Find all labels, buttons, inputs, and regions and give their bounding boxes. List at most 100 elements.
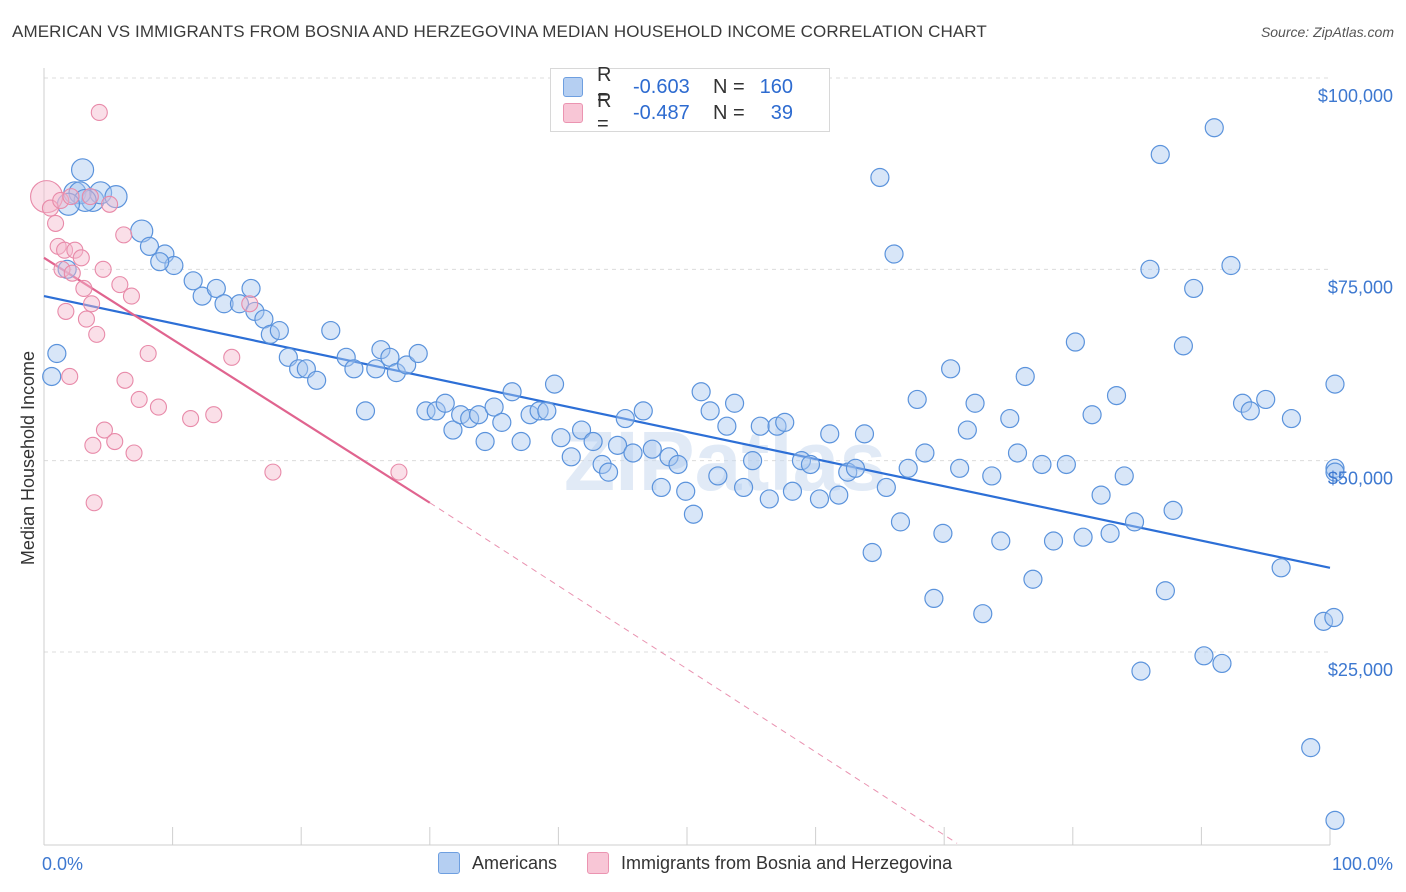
point-americans <box>724 393 745 413</box>
point-americans <box>469 405 489 425</box>
point-bosnia <box>116 371 134 389</box>
point-americans <box>890 512 911 532</box>
point-americans <box>676 481 696 501</box>
point-bosnia <box>106 432 124 451</box>
point-bosnia <box>53 260 71 278</box>
point-americans <box>607 435 628 455</box>
point-americans <box>1124 512 1145 532</box>
point-americans <box>366 359 386 379</box>
y-tick-label: $75,000 <box>1328 277 1393 297</box>
point-americans <box>229 294 250 314</box>
point-americans <box>104 185 128 209</box>
point-bosnia <box>122 287 140 305</box>
point-bosnia <box>81 188 99 206</box>
point-americans <box>1000 408 1020 429</box>
point-bosnia <box>72 249 90 267</box>
point-americans <box>941 359 961 379</box>
point-americans <box>435 393 455 413</box>
point-americans <box>307 370 327 390</box>
point-americans <box>957 420 977 440</box>
point-americans <box>829 485 849 505</box>
point-bosnia <box>62 188 80 206</box>
legend-item-americans: Americans <box>438 852 557 874</box>
legend-n-value: 39 <box>770 101 793 124</box>
point-americans <box>1163 500 1183 520</box>
point-bosnia <box>56 241 74 259</box>
point-americans <box>683 504 704 524</box>
point-bosnia <box>47 214 65 232</box>
point-americans <box>1204 118 1224 138</box>
legend-swatch-blue <box>438 852 460 874</box>
point-americans <box>898 458 918 478</box>
point-americans <box>241 278 261 299</box>
y-tick-label: $25,000 <box>1328 660 1393 680</box>
point-americans <box>862 542 882 563</box>
point-americans <box>183 271 203 291</box>
point-americans <box>782 481 803 501</box>
point-bosnia <box>84 436 102 454</box>
point-americans <box>1150 144 1170 165</box>
point-americans <box>1073 527 1093 547</box>
point-americans <box>598 462 619 482</box>
point-americans <box>820 424 840 444</box>
point-americans <box>691 382 711 402</box>
point-bosnia <box>115 226 133 244</box>
axes <box>43 68 1331 846</box>
point-americans <box>1032 454 1052 475</box>
point-americans <box>615 408 635 429</box>
point-bosnia <box>125 444 143 462</box>
point-americans <box>1256 389 1276 410</box>
point-americans <box>344 359 364 379</box>
point-americans <box>592 454 612 475</box>
legend-r-value: -0.487 <box>633 101 690 124</box>
point-americans <box>397 355 417 375</box>
point-bosnia <box>390 463 408 481</box>
tick-labels: $25,000 $50,000 $75,000 $100,000 0.0% 100.0% <box>42 86 1393 874</box>
point-bosnia <box>94 260 112 278</box>
point-americans <box>759 489 779 509</box>
legend-row-americans: R = -0.603 N = 160 <box>563 64 793 109</box>
legend-r-label: R = <box>597 90 612 135</box>
point-americans <box>42 366 62 387</box>
legend-label-americans: Americans <box>472 852 558 873</box>
point-americans <box>623 443 643 463</box>
point-americans <box>651 477 671 498</box>
point-americans <box>991 531 1011 551</box>
point-americans <box>502 382 522 402</box>
series-americans <box>42 118 1345 830</box>
series-bosnia-immigrants <box>30 103 408 512</box>
watermark: ZIPatlas <box>564 414 886 508</box>
point-americans <box>854 424 875 444</box>
trend-line-americans <box>43 295 1331 569</box>
point-americans <box>1325 374 1345 394</box>
point-americans <box>336 347 356 367</box>
point-americans <box>443 420 463 440</box>
point-americans <box>1043 531 1064 551</box>
gridlines <box>44 77 1330 653</box>
point-americans <box>1023 569 1043 589</box>
point-americans <box>1313 611 1334 631</box>
point-bosnia <box>205 406 223 424</box>
point-bosnia <box>101 195 119 213</box>
point-bosnia <box>95 421 113 439</box>
point-bosnia <box>223 348 241 366</box>
point-bosnia <box>241 295 259 313</box>
legend-swatch-pink <box>587 852 610 874</box>
point-americans <box>870 167 890 188</box>
point-americans <box>1173 336 1193 356</box>
point-americans <box>907 389 927 410</box>
point-americans <box>800 454 821 475</box>
point-americans <box>1325 462 1345 482</box>
point-americans <box>933 523 953 543</box>
point-bosnia <box>139 344 157 363</box>
point-americans <box>537 401 557 421</box>
legend-r-label: R = <box>597 64 612 109</box>
x-tick-label-min: 0.0% <box>42 854 83 874</box>
point-americans <box>1301 738 1321 758</box>
point-americans <box>529 401 549 421</box>
trend-line-bosnia-extension <box>429 502 958 844</box>
point-americans <box>915 443 935 463</box>
x-tick-label-max: 100.0% <box>1332 854 1393 874</box>
point-americans <box>1114 466 1134 486</box>
legend-item-bosnia: Immigrants from Bosnia and Herzegovina <box>587 852 952 874</box>
